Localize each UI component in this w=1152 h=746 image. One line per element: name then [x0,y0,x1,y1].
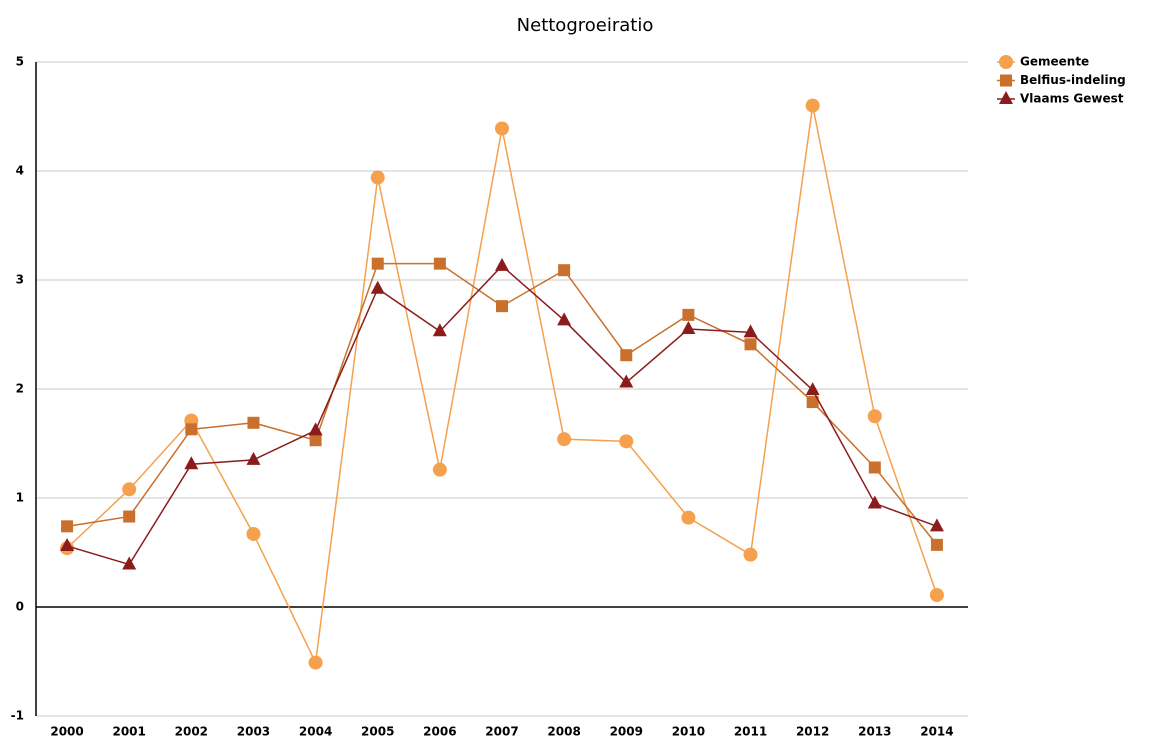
x-tick-label: 2007 [485,725,518,739]
x-tick-label: 2000 [50,725,83,739]
data-point [867,409,882,424]
data-point [620,349,633,362]
y-tick-label: 2 [16,382,24,396]
legend-marker [999,55,1013,69]
data-point [495,257,509,271]
x-tick-label: 2011 [734,725,767,739]
legend-label: Gemeente [1020,55,1089,69]
x-tick-label: 2006 [423,725,456,739]
legend-marker [999,91,1013,104]
x-tick-label: 2003 [237,725,270,739]
data-point [370,170,385,185]
x-tick-label: 2001 [112,725,145,739]
data-point [371,257,384,270]
data-point [122,556,137,570]
data-point [557,312,572,326]
data-point [246,451,261,465]
data-point [868,461,881,474]
data-point [558,264,571,277]
data-point [370,280,385,294]
data-point [557,432,572,447]
data-point [185,423,198,436]
data-point [929,588,944,603]
data-point [432,462,447,477]
data-point [61,520,74,533]
data-point [432,323,447,337]
x-tick-label: 2012 [796,725,829,739]
data-point [496,300,508,313]
legend-marker [1000,74,1012,87]
y-tick-label: 3 [16,273,24,287]
data-point [682,308,695,321]
x-tick-label: 2014 [920,725,953,739]
y-tick-label: 1 [16,491,24,505]
data-point [184,456,199,470]
data-point [743,547,758,562]
data-point [930,538,943,551]
chart-title: Nettogroeiratio [517,15,654,36]
data-point [60,537,75,551]
data-point [308,655,323,670]
data-point [122,482,137,497]
data-point [433,257,446,270]
x-tick-label: 2004 [299,725,332,739]
data-point [246,526,261,541]
data-point [805,382,820,396]
x-tick-label: 2009 [610,725,643,739]
data-point [744,338,757,351]
data-point [247,416,260,429]
data-point [743,324,758,338]
data-point [929,518,944,532]
data-point [309,434,322,447]
data-point [681,321,696,335]
data-point [681,510,696,525]
x-tick-label: 2008 [547,725,580,739]
y-tick-label: 4 [16,164,24,178]
x-tick-label: 2002 [175,725,208,739]
x-tick-label: 2010 [672,725,705,739]
legend-label: Vlaams Gewest [1020,92,1124,106]
data-point [123,510,136,523]
y-tick-label: 5 [16,55,24,69]
x-tick-label: 2005 [361,725,394,739]
data-point [805,98,820,113]
data-point [619,374,634,388]
data-point [867,495,882,509]
y-tick-label: -1 [11,709,24,723]
data-point [495,121,509,136]
data-point [806,396,819,409]
data-point [619,434,634,449]
y-tick-label: 0 [16,600,24,614]
data-point [308,422,323,436]
x-tick-label: 2013 [858,725,891,739]
legend-label: Belfius-indeling [1020,73,1126,87]
